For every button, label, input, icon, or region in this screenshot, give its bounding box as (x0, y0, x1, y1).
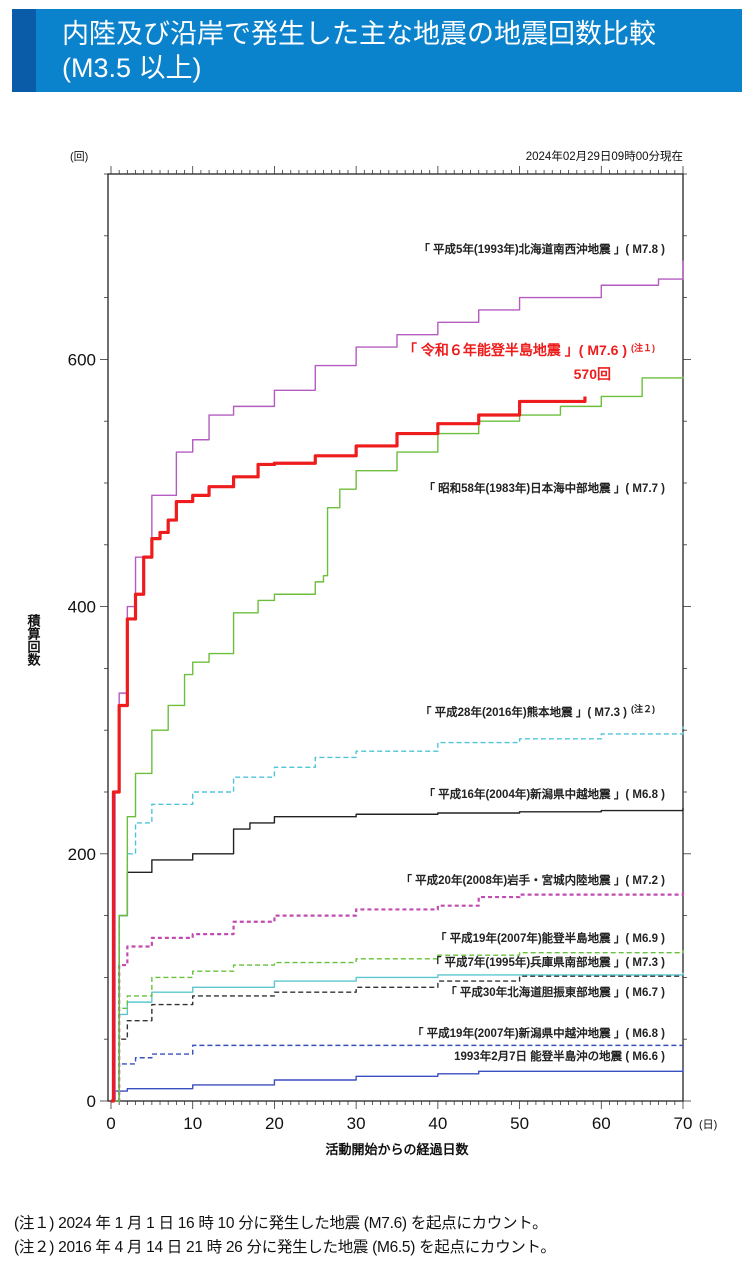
series-label-2: 「 昭和58年(1983年)日本海中部地震 」( M7.7 ) (423, 481, 665, 495)
series-label-0: 「 平成5年(1993年)北海道南西沖地震 」( M7.8 ) (418, 242, 665, 256)
title-banner: 内陸及び沿岸で発生した主な地震の地震回数比較 (M3.5 以上) (12, 9, 742, 92)
series-line-7 (111, 972, 684, 1102)
series-line-3 (111, 726, 684, 1102)
x-tick-label: 20 (265, 1114, 284, 1133)
title-stripe (12, 9, 36, 92)
footnote-2: (注２) 2016 年 4 月 14 日 21 時 26 分に発生した地震 (M… (14, 1239, 556, 1256)
page-title: 内陸及び沿岸で発生した主な地震の地震回数比較 (M3.5 以上) (62, 17, 656, 85)
series-note-3: (注２) (631, 703, 655, 714)
series-label-9: 「 平成19年(2007年)新潟県中越沖地震 」( M6.8 ) (412, 1026, 665, 1040)
timestamp-label: 2024年02月29日09時00分現在 (526, 149, 683, 163)
footnote-1: (注１) 2024 年 1 月 1 日 16 時 10 分に発生した地震 (M7… (14, 1215, 548, 1232)
series-count-label: 570回 (574, 366, 611, 382)
x-tick-label: 70 (674, 1114, 693, 1133)
series-line-6 (111, 950, 684, 1102)
series-note-1: (注１) (631, 342, 655, 353)
x-tick-label: 40 (428, 1114, 447, 1133)
y-unit-label: (回) (70, 150, 88, 163)
y-tick-label: 0 (87, 1092, 96, 1111)
series-label-3: 「 平成28年(2016年)熊本地震 」( M7.3 ) (420, 705, 627, 719)
plot-frame (107, 173, 684, 1102)
y-axis-title: 積算回数 (26, 613, 42, 667)
x-axis-title: 活動開始からの経過日数 (325, 1142, 469, 1157)
y-tick-label: 200 (68, 845, 96, 864)
series-label-8: 「 平成30年北海道胆振東部地震 」( M6.7 ) (445, 985, 665, 999)
x-tick-label: 60 (592, 1114, 611, 1133)
series-label-5: 「 平成20年(2008年)岩手・宮城内陸地震 」( M7.2 ) (400, 873, 665, 887)
series-line-1 (111, 396, 587, 1103)
series-line-10 (111, 1067, 684, 1102)
series-line-5 (111, 892, 685, 1103)
series-label-1: 「 令和６年能登半島地震 」( M7.6 ) (403, 342, 627, 358)
series-label-7: 「 平成7年(1995年)兵庫県南部地震 」( M7.3 ) (430, 955, 665, 969)
x-unit-label: (日) (699, 1119, 717, 1131)
x-tick-label: 50 (510, 1114, 529, 1133)
series-line-8 (111, 974, 684, 1102)
x-tick-label: 0 (106, 1114, 115, 1133)
title-line-1: 内陸及び沿岸で発生した主な地震の地震回数比較 (62, 19, 656, 49)
series-label-10: 1993年2月7日 能登半島沖の地震 ( M6.6 ) (454, 1049, 665, 1063)
x-tick-label: 10 (183, 1114, 202, 1133)
footnotes: (注１) 2024 年 1 月 1 日 16 時 10 分に発生した地震 (M7… (14, 1212, 556, 1260)
x-tick-label: 30 (347, 1114, 366, 1133)
y-tick-label: 400 (68, 598, 96, 617)
title-line-2: (M3.5 以上) (62, 53, 202, 83)
series-label-6: 「 平成19年(2007年)能登半島地震 」( M6.9 ) (435, 931, 665, 945)
y-tick-label: 600 (68, 350, 96, 369)
series-label-4: 「 平成16年(2004年)新潟県中越地震 」( M6.8 ) (423, 787, 665, 801)
series-line-0 (111, 260, 684, 1102)
